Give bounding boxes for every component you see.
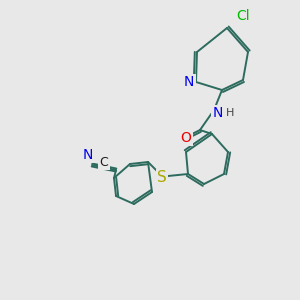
Text: N: N xyxy=(83,148,93,162)
Text: H: H xyxy=(226,108,234,118)
Text: O: O xyxy=(181,131,191,145)
Text: N: N xyxy=(184,75,194,89)
Text: Cl: Cl xyxy=(236,9,250,23)
Text: S: S xyxy=(157,170,167,185)
Text: C: C xyxy=(100,155,108,169)
Text: N: N xyxy=(213,106,223,120)
